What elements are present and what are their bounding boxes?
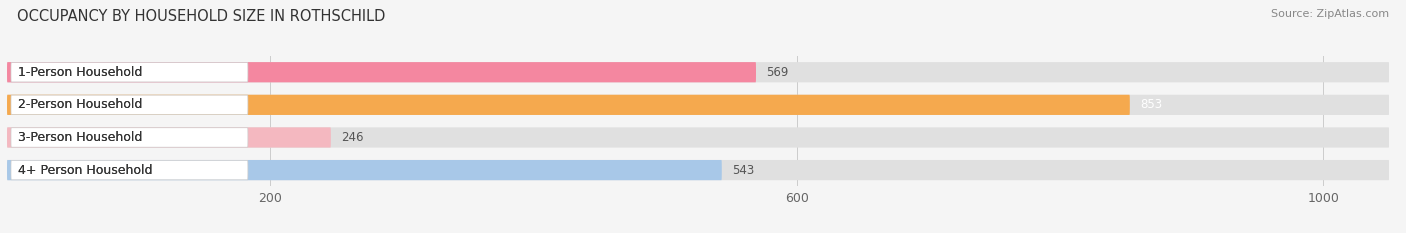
FancyBboxPatch shape xyxy=(7,160,1389,180)
Text: 569: 569 xyxy=(766,66,789,79)
FancyBboxPatch shape xyxy=(11,160,247,180)
FancyBboxPatch shape xyxy=(7,127,330,147)
Text: 246: 246 xyxy=(342,131,364,144)
Text: 4+ Person Household: 4+ Person Household xyxy=(17,164,152,177)
Text: OCCUPANCY BY HOUSEHOLD SIZE IN ROTHSCHILD: OCCUPANCY BY HOUSEHOLD SIZE IN ROTHSCHIL… xyxy=(17,9,385,24)
FancyBboxPatch shape xyxy=(7,62,1389,82)
FancyBboxPatch shape xyxy=(7,62,756,82)
FancyBboxPatch shape xyxy=(7,160,721,180)
FancyBboxPatch shape xyxy=(11,128,247,147)
Text: 853: 853 xyxy=(1140,98,1163,111)
Text: 1-Person Household: 1-Person Household xyxy=(17,66,142,79)
Text: 2-Person Household: 2-Person Household xyxy=(17,98,142,111)
Text: 543: 543 xyxy=(733,164,755,177)
FancyBboxPatch shape xyxy=(7,95,1130,115)
Text: 1-Person Household: 1-Person Household xyxy=(17,66,142,79)
Text: Source: ZipAtlas.com: Source: ZipAtlas.com xyxy=(1271,9,1389,19)
Text: 3-Person Household: 3-Person Household xyxy=(17,131,142,144)
Text: 3-Person Household: 3-Person Household xyxy=(17,131,142,144)
Text: 4+ Person Household: 4+ Person Household xyxy=(17,164,152,177)
FancyBboxPatch shape xyxy=(7,127,1389,147)
FancyBboxPatch shape xyxy=(11,62,247,82)
FancyBboxPatch shape xyxy=(7,95,1389,115)
FancyBboxPatch shape xyxy=(11,95,247,115)
Text: 2-Person Household: 2-Person Household xyxy=(17,98,142,111)
